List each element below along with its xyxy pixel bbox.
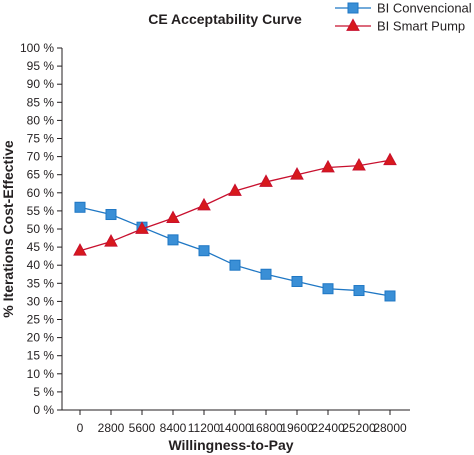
y-tick-label: 85 % [27,95,55,109]
x-tick-label: 25200 [342,421,376,435]
y-tick-label: 60 % [27,186,55,200]
x-tick-label: 2800 [98,421,125,435]
legend-marker [347,2,359,14]
data-point [259,174,273,187]
data-point [383,152,397,166]
x-axis-title: Willingness-to-Pay [168,437,293,453]
y-tick-label: 35 % [27,276,55,290]
y-tick-label: 0 % [33,403,54,417]
y-tick-label: 40 % [27,258,55,272]
series-line [79,206,391,297]
data-point [290,167,304,180]
x-tick-label: 28000 [373,421,407,435]
data-point [105,209,117,221]
data-point [384,290,396,302]
legend-label: BI Smart Pump [377,19,465,34]
data-point [291,275,303,287]
x-tick-label: 22400 [311,421,345,435]
y-tick-label: 25 % [27,313,55,327]
chart-title: CE Acceptability Curve [148,11,302,27]
y-axis: 0 % 5 % 10 % 15 % 20 % 25 % 30 % 35 % 40 % 45 % 50… [20,41,63,417]
y-tick-label: 20 % [27,331,55,345]
series-line [79,159,391,252]
data-point [352,158,366,171]
data-point [135,221,149,234]
x-tick-label: 5600 [129,421,156,435]
y-tick-label: 90 % [27,77,55,91]
data-point [260,268,272,280]
y-tick-label: 70 % [27,150,55,164]
y-tick-label: 95 % [27,59,55,73]
data-point [74,201,86,213]
x-axis: 0 2800 5600 8400 112001400016800196002240025… [62,409,410,435]
y-tick-label: 65 % [27,168,55,182]
x-tick-label: 16800 [249,421,283,435]
data-point [166,210,180,224]
data-point [104,234,118,247]
y-axis-title: % Iterations Cost-Effective [0,140,16,318]
data-point [197,197,211,211]
data-point [229,259,241,271]
legend-label: BI Convencional [377,1,472,16]
data-point [167,234,179,246]
y-tick-label: 45 % [27,240,55,254]
y-tick-label: 50 % [27,222,55,236]
series-0 [74,201,396,302]
y-tick-label: 30 % [27,294,55,308]
data-point [228,183,242,196]
data-point [321,159,335,173]
y-tick-label: 80 % [27,113,55,127]
x-tick-label: 11200 [188,421,221,435]
data-point [198,245,210,257]
y-tick-label: 15 % [27,349,55,363]
x-tick-label: 14000 [218,421,252,435]
y-tick-label: 100 % [20,41,54,55]
y-tick-label: 5 % [33,385,54,399]
series-1 [73,152,397,256]
data-point [73,243,87,256]
series-layer [73,152,397,302]
legend-marker [346,18,360,31]
data-point [322,283,334,295]
x-tick-label: 8400 [160,421,187,435]
y-tick-label: 55 % [27,204,55,218]
y-tick-label: 10 % [27,367,55,381]
data-point [353,285,365,297]
x-tick-label: 0 [77,421,84,435]
x-tick-label: 19600 [280,421,314,435]
legend: BI Convencional BI Smart Pump [335,1,472,34]
y-tick-label: 75 % [27,132,55,146]
